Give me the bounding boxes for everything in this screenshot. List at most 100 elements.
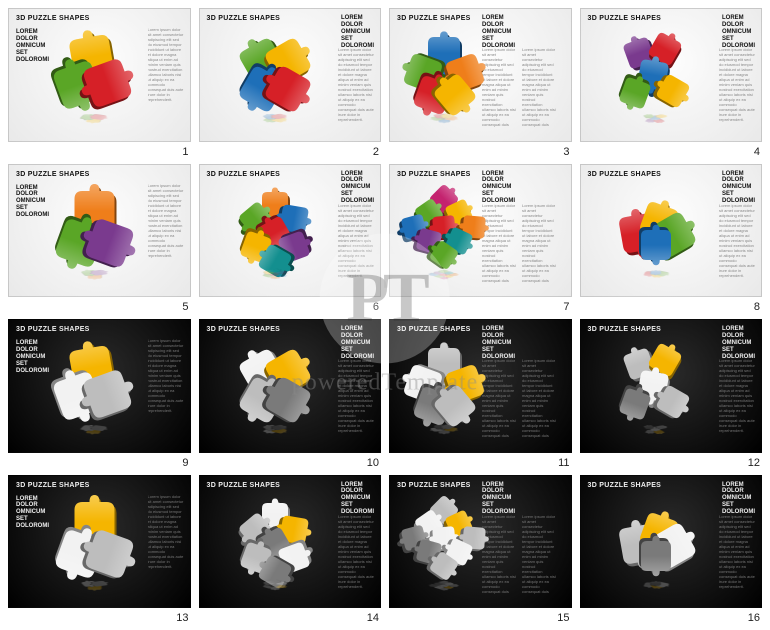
slide-number: 12 — [748, 457, 760, 469]
slide-title: 3D PUZZLE SHAPES — [397, 15, 471, 22]
slide-cell: 3D PUZZLE SHAPESLOREM DOLOR OMNICUM SET … — [389, 164, 572, 312]
slide-number: 2 — [373, 146, 379, 158]
slide-subtitle: LOREM DOLOR OMNICUM SET DOLOROMI — [16, 185, 49, 219]
slide-body-text: Lorem ipsum dolor sit amet consectetur a… — [148, 27, 184, 117]
slide-title: 3D PUZZLE SHAPES — [16, 326, 90, 333]
slide-body-text: Lorem ipsum dolor sit amet consectetur a… — [148, 338, 184, 428]
puzzle-art — [50, 187, 140, 277]
slide-cell: 3D PUZZLE SHAPESLOREM DOLOR OMNICUM SET … — [389, 319, 572, 467]
puzzle-art — [611, 187, 701, 277]
slide-title: 3D PUZZLE SHAPES — [588, 15, 662, 22]
slide-cell: 3D PUZZLE SHAPES LOREM DOLOR OMNICUM SET … — [580, 475, 763, 623]
slide-subtitle: LOREM DOLOR OMNICUM SET DOLOROMI — [341, 15, 374, 49]
slide-number: 3 — [563, 146, 569, 158]
slide-grid: 3D PUZZLE SHAPES LOREM DOLOR OMNICUM SET … — [0, 0, 770, 630]
slide-body-text: Lorem ipsum dolor sit amet consectetur a… — [719, 514, 755, 594]
slide-body-text: Lorem ipsum dolor sit amet consectetur a… — [148, 183, 184, 273]
slide-thumbnail[interactable]: 3D PUZZLE SHAPES LOREM DOLOR OMNICUM SET … — [199, 8, 382, 142]
slide-thumbnail[interactable]: 3D PUZZLE SHAPESLOREM DOLOR OMNICUM SET … — [389, 475, 572, 609]
slide-thumbnail[interactable]: 3D PUZZLE SHAPES LOREM DOLOR OMNICUM SET … — [580, 164, 763, 298]
slide-number: 15 — [557, 612, 569, 624]
slide-body-text: Lorem ipsum dolor sit amet consectetur a… — [522, 358, 556, 438]
slide-thumbnail[interactable]: 3D PUZZLE SHAPESLOREM DOLOR OMNICUM SET … — [8, 164, 191, 298]
slide-thumbnail[interactable]: 3D PUZZLE SHAPESLOREM DOLOR OMNICUM SET … — [389, 8, 572, 142]
slide-number: 10 — [367, 457, 379, 469]
puzzle-art — [230, 498, 320, 588]
puzzle-art — [399, 498, 489, 588]
slide-thumbnail[interactable]: 3D PUZZLE SHAPESLOREM DOLOR OMNICUM SET … — [580, 319, 763, 453]
slide-number: 8 — [754, 301, 760, 313]
slide-body-text: Lorem ipsum dolor sit amet consectetur a… — [522, 514, 556, 594]
slide-thumbnail[interactable]: 3D PUZZLE SHAPES LOREM DOLOR OMNICUM SET … — [8, 8, 191, 142]
slide-cell: 3D PUZZLE SHAPES LOREM DOLOR OMNICUM SET … — [199, 8, 382, 156]
slide-cell: 3D PUZZLE SHAPES LOREM DOLOR OMNICUM SET … — [580, 8, 763, 156]
slide-thumbnail[interactable]: 3D PUZZLE SHAPESLOREM DOLOR OMNICUM SET … — [199, 475, 382, 609]
slide-subtitle: LOREM DOLOR OMNICUM SET DOLOROMI — [341, 326, 374, 360]
slide-number: 6 — [373, 301, 379, 313]
puzzle-art — [50, 31, 140, 121]
slide-body-text: Lorem ipsum dolor sit amet consectetur a… — [719, 358, 755, 438]
puzzle-art — [611, 498, 701, 588]
slide-cell: 3D PUZZLE SHAPES LOREM DOLOR OMNICUM SET … — [199, 319, 382, 467]
slide-title: 3D PUZZLE SHAPES — [207, 326, 281, 333]
slide-cell: 3D PUZZLE SHAPESLOREM DOLOR OMNICUM SET … — [199, 164, 382, 312]
slide-number: 7 — [563, 301, 569, 313]
slide-subtitle: LOREM DOLOR OMNICUM SET DOLOROMI — [722, 15, 755, 49]
slide-title: 3D PUZZLE SHAPES — [588, 326, 662, 333]
puzzle-art — [611, 342, 701, 432]
slide-thumbnail[interactable]: 3D PUZZLE SHAPESLOREM DOLOR OMNICUM SET … — [8, 475, 191, 609]
puzzle-art — [50, 342, 140, 432]
slide-body-text: Lorem ipsum dolor sit amet consectetur a… — [522, 47, 556, 127]
slide-subtitle: LOREM DOLOR OMNICUM SET DOLOROMI — [16, 29, 49, 63]
slide-title: 3D PUZZLE SHAPES — [588, 171, 662, 178]
slide-thumbnail[interactable]: 3D PUZZLE SHAPES LOREM DOLOR OMNICUM SET … — [580, 8, 763, 142]
slide-title: 3D PUZZLE SHAPES — [207, 171, 281, 178]
slide-number: 9 — [182, 457, 188, 469]
puzzle-art — [50, 498, 140, 588]
slide-thumbnail[interactable]: 3D PUZZLE SHAPESLOREM DOLOR OMNICUM SET … — [389, 164, 572, 298]
slide-cell: 3D PUZZLE SHAPESLOREM DOLOR OMNICUM SET … — [199, 475, 382, 623]
slide-body-text: Lorem ipsum dolor sit amet consectetur a… — [148, 494, 184, 584]
slide-thumbnail[interactable]: 3D PUZZLE SHAPES LOREM DOLOR OMNICUM SET … — [8, 319, 191, 453]
puzzle-art — [399, 187, 489, 277]
slide-title: 3D PUZZLE SHAPES — [16, 482, 90, 489]
puzzle-art — [399, 342, 489, 432]
slide-title: 3D PUZZLE SHAPES — [16, 15, 90, 22]
slide-body-text: Lorem ipsum dolor sit amet consectetur a… — [338, 358, 374, 438]
slide-cell: 3D PUZZLE SHAPESLOREM DOLOR OMNICUM SET … — [580, 319, 763, 467]
slide-subtitle: LOREM DOLOR OMNICUM SET DOLOROMI — [722, 171, 755, 205]
slide-number: 13 — [176, 612, 188, 624]
slide-subtitle: LOREM DOLOR OMNICUM SET DOLOROMI — [16, 340, 49, 374]
puzzle-art — [611, 31, 701, 121]
slide-thumbnail[interactable]: 3D PUZZLE SHAPESLOREM DOLOR OMNICUM SET … — [199, 164, 382, 298]
slide-cell: 3D PUZZLE SHAPES LOREM DOLOR OMNICUM SET … — [580, 164, 763, 312]
slide-thumbnail[interactable]: 3D PUZZLE SHAPESLOREM DOLOR OMNICUM SET … — [389, 319, 572, 453]
slide-thumbnail[interactable]: 3D PUZZLE SHAPES LOREM DOLOR OMNICUM SET … — [199, 319, 382, 453]
slide-cell: 3D PUZZLE SHAPESLOREM DOLOR OMNICUM SET … — [389, 475, 572, 623]
slide-number: 14 — [367, 612, 379, 624]
slide-number: 4 — [754, 146, 760, 158]
puzzle-art — [230, 342, 320, 432]
slide-cell: 3D PUZZLE SHAPESLOREM DOLOR OMNICUM SET … — [389, 8, 572, 156]
slide-body-text: Lorem ipsum dolor sit amet consectetur a… — [338, 47, 374, 127]
slide-body-text: Lorem ipsum dolor sit amet consectetur a… — [719, 47, 755, 127]
slide-number: 1 — [182, 146, 188, 158]
slide-title: 3D PUZZLE SHAPES — [588, 482, 662, 489]
slide-body-text: Lorem ipsum dolor sit amet consectetur a… — [338, 203, 374, 283]
puzzle-art — [230, 187, 320, 277]
slide-cell: 3D PUZZLE SHAPES LOREM DOLOR OMNICUM SET … — [8, 8, 191, 156]
puzzle-art — [399, 31, 489, 121]
slide-number: 5 — [182, 301, 188, 313]
slide-body-text: Lorem ipsum dolor sit amet consectetur a… — [522, 203, 556, 283]
slide-body-text: Lorem ipsum dolor sit amet consectetur a… — [719, 203, 755, 283]
slide-subtitle: LOREM DOLOR OMNICUM SET DOLOROMI — [722, 482, 755, 516]
slide-title: 3D PUZZLE SHAPES — [207, 15, 281, 22]
slide-title: 3D PUZZLE SHAPES — [397, 326, 471, 333]
slide-cell: 3D PUZZLE SHAPESLOREM DOLOR OMNICUM SET … — [8, 164, 191, 312]
slide-title: 3D PUZZLE SHAPES — [397, 482, 471, 489]
slide-cell: 3D PUZZLE SHAPESLOREM DOLOR OMNICUM SET … — [8, 475, 191, 623]
slide-title: 3D PUZZLE SHAPES — [207, 482, 281, 489]
slide-number: 16 — [748, 612, 760, 624]
slide-cell: 3D PUZZLE SHAPES LOREM DOLOR OMNICUM SET … — [8, 319, 191, 467]
slide-thumbnail[interactable]: 3D PUZZLE SHAPES LOREM DOLOR OMNICUM SET … — [580, 475, 763, 609]
